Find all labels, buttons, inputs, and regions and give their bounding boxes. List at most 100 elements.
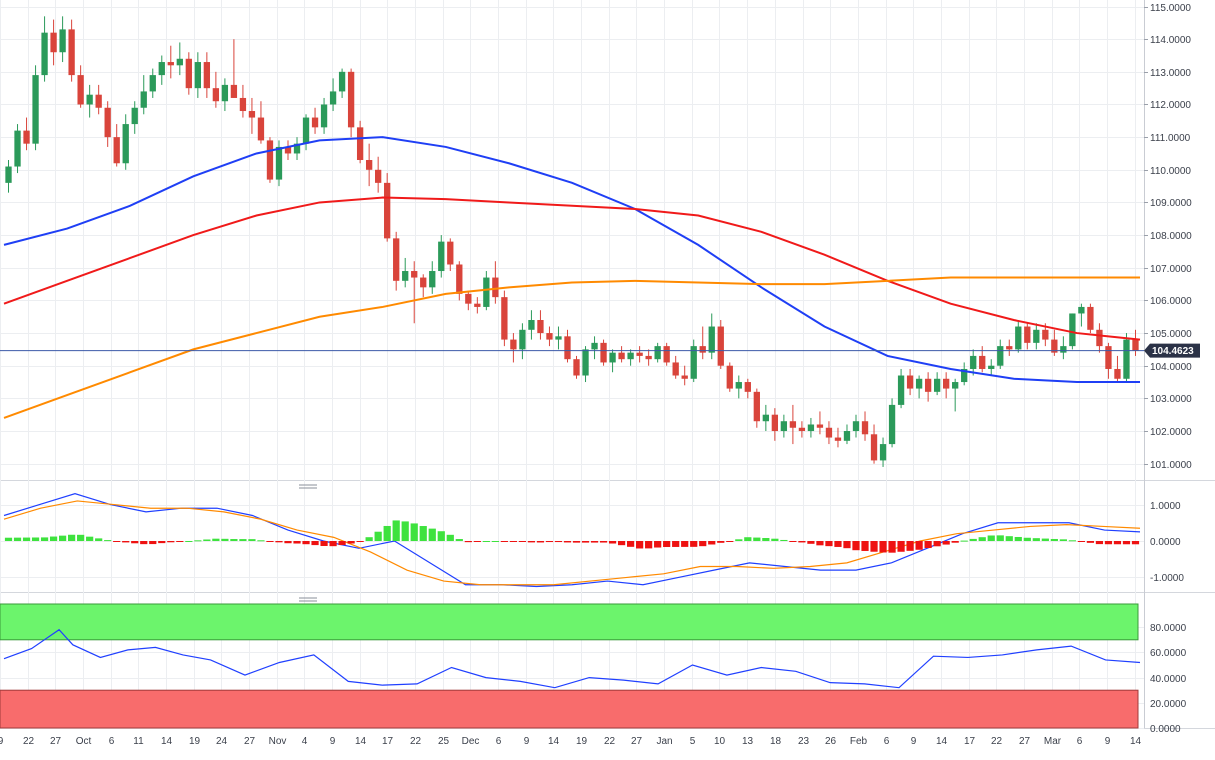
macd-histogram-bar [1086, 541, 1095, 543]
candle-body [924, 378, 932, 392]
time-tick-label: 22 [991, 736, 1003, 747]
macd-histogram-bar [1032, 538, 1040, 541]
time-tick-label: 4 [302, 736, 308, 747]
time-tick-label: 13 [742, 736, 754, 747]
candle-body [591, 342, 598, 350]
time-tick-label: 22 [604, 736, 616, 747]
macd-histogram-bar [347, 541, 355, 544]
macd-histogram-bar [68, 534, 76, 541]
candle-body [627, 352, 634, 360]
candle-body [609, 352, 616, 363]
macd-tick-label: 1.0000 [1150, 501, 1181, 512]
candle-body [933, 378, 941, 392]
macd-histogram-bar [437, 531, 445, 541]
candle-body [1114, 368, 1121, 379]
time-tick-label: 24 [216, 736, 228, 747]
macd-histogram-bar [690, 541, 698, 547]
macd-histogram-bar [888, 541, 896, 553]
candle-body [384, 182, 391, 239]
candle-body [888, 404, 896, 445]
price-tick-label: 109.0000 [1150, 198, 1192, 209]
candle-body [230, 84, 238, 98]
candle-body [762, 414, 769, 422]
candle-body [429, 271, 436, 288]
candle-body [699, 346, 706, 353]
pane-resize-handles[interactable] [299, 484, 317, 602]
candle-body [690, 346, 697, 379]
macd-histogram-bar [879, 541, 887, 553]
moving-average-line [3, 196, 1141, 341]
candle-body [284, 146, 292, 154]
candle-body [122, 124, 129, 164]
candle-body [735, 382, 742, 389]
macd-histogram-bar [599, 541, 608, 543]
candle-body [375, 169, 382, 183]
candle-body [798, 427, 806, 432]
candle-body [879, 444, 887, 461]
macd-histogram-bar [897, 541, 905, 552]
macd-histogram-bar [762, 538, 770, 541]
macd-histogram-bar [545, 541, 554, 543]
time-tick-label: 6 [496, 736, 502, 747]
candle-body [32, 75, 39, 144]
macd-histogram-bar [185, 541, 193, 542]
candle-body [257, 117, 265, 141]
time-tick-label: 9 [0, 736, 4, 747]
macd-histogram-bar [645, 541, 653, 549]
candle-body [654, 346, 661, 360]
time-tick-label: 17 [382, 736, 394, 747]
candle-body [600, 342, 607, 363]
macd-histogram-bar [338, 541, 346, 546]
candle-body [483, 277, 490, 307]
candle-body [131, 107, 138, 125]
macd-histogram-bar [410, 523, 418, 541]
macd-histogram-bar [834, 541, 842, 547]
time-tick-label: 23 [798, 736, 810, 747]
macd-histogram-bar [654, 541, 662, 548]
macd-histogram-bar [969, 538, 977, 541]
current-price-tag [1144, 343, 1200, 358]
candle-body [834, 437, 842, 441]
macd-histogram-bar [248, 539, 256, 541]
macd-histogram-bar [636, 541, 644, 549]
macd-histogram-bar [149, 541, 157, 545]
macd-histogram-bar [1131, 541, 1140, 545]
time-tick-label: 27 [631, 736, 643, 747]
macd-histogram-bar [915, 541, 923, 550]
time-tick-label: 22 [23, 736, 35, 747]
candle-body [438, 241, 445, 272]
time-tick-label: 5 [690, 736, 696, 747]
macd-line [3, 493, 1141, 588]
candle-body [293, 143, 301, 154]
macd-histogram-bar [266, 541, 274, 542]
candle-body [943, 378, 950, 389]
time-tick-label: 18 [770, 736, 782, 747]
price-tick-label: 114.0000 [1150, 35, 1191, 46]
moving-average-line [3, 276, 1140, 419]
macd-histogram-bar [86, 536, 94, 541]
macd-histogram-bar [1095, 541, 1104, 545]
macd-histogram-bar [951, 541, 959, 543]
macd-histogram-bar [113, 541, 121, 542]
macd-histogram-bar [942, 541, 950, 545]
candle-body [753, 391, 760, 422]
macd-histogram-bar [49, 536, 58, 541]
macd-histogram-bar [140, 541, 148, 545]
time-tick-label: 10 [714, 736, 726, 747]
candle-body [546, 333, 553, 340]
candle-body [573, 359, 580, 376]
candle-body [1015, 326, 1022, 350]
macd-histogram-bar [1113, 541, 1122, 545]
rsi-tick-label: 0.0000 [1150, 724, 1181, 735]
candle-body [1087, 306, 1094, 330]
time-tick-label: Dec [462, 736, 480, 747]
candle-body [1042, 329, 1049, 340]
macd-histogram-bar [167, 541, 175, 543]
price-tick-label: 106.0000 [1150, 296, 1192, 307]
macd-histogram-bar [446, 534, 454, 541]
macd-histogram-bar [1104, 541, 1113, 545]
candle-body [203, 62, 211, 89]
candle-body [50, 32, 57, 53]
candle-body [1078, 306, 1085, 314]
